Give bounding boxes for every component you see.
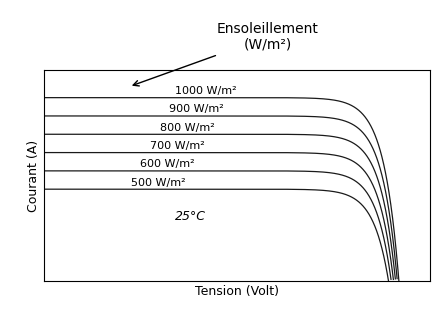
Text: 500 W/m²: 500 W/m² (131, 178, 185, 188)
Text: 600 W/m²: 600 W/m² (140, 160, 195, 169)
Text: 800 W/m²: 800 W/m² (159, 123, 214, 133)
Text: 25°C: 25°C (175, 210, 206, 223)
Text: Ensoleillement
(W/m²): Ensoleillement (W/m²) (133, 22, 319, 86)
Y-axis label: Courant (A): Courant (A) (27, 139, 40, 211)
Text: 1000 W/m²: 1000 W/m² (175, 86, 237, 96)
Text: 700 W/m²: 700 W/m² (150, 141, 205, 151)
Text: 900 W/m²: 900 W/m² (169, 105, 224, 115)
X-axis label: Tension (Volt): Tension (Volt) (195, 285, 279, 298)
